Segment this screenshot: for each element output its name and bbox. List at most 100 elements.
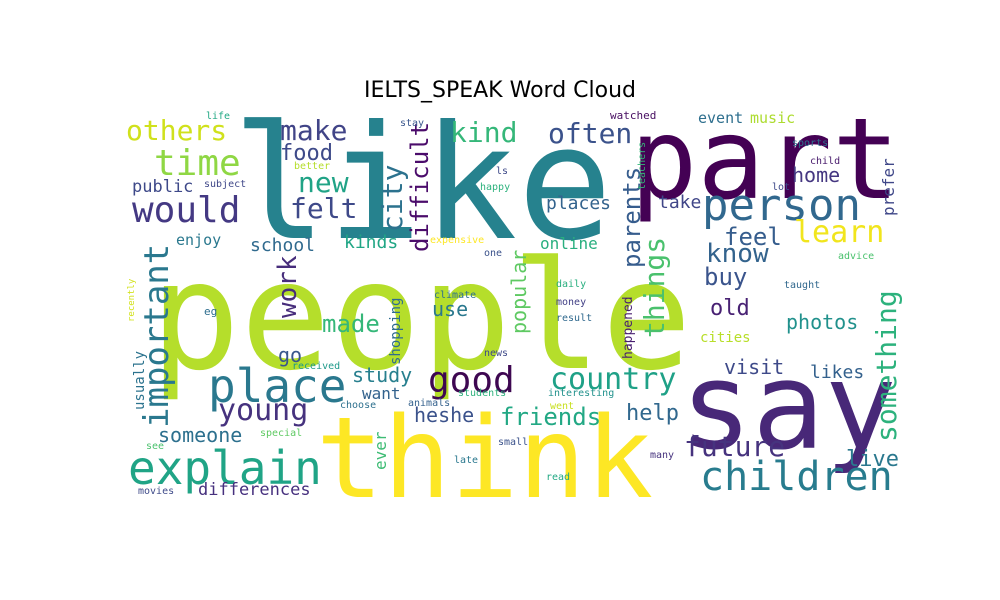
chart-title: IELTS_SPEAK Word Cloud <box>363 78 636 103</box>
word-old: old <box>710 296 750 321</box>
word-country: country <box>550 362 676 397</box>
word-late: late <box>454 455 478 466</box>
word-see: see <box>146 441 164 452</box>
word-small: small <box>498 437 528 448</box>
word-enjoy: enjoy <box>176 231 221 249</box>
word-feel: feel <box>724 223 782 251</box>
word-popular: popular <box>507 250 531 334</box>
word-taught: taught <box>784 280 820 291</box>
word-daily: daily <box>556 279 586 290</box>
word-felt: felt <box>290 192 357 225</box>
word-stay: stay <box>400 118 424 129</box>
word-place: place <box>208 359 346 413</box>
word-made: made <box>322 310 380 338</box>
word-ever: ever <box>371 431 390 470</box>
word-make: make <box>280 114 347 147</box>
word-photos: photos <box>786 310 858 334</box>
word-many: many <box>650 450 674 461</box>
word-school: school <box>250 235 315 256</box>
word-kinds: kinds <box>344 232 398 253</box>
word-happy: happy <box>480 182 510 193</box>
word-went: went <box>550 401 574 412</box>
word-interesting: interesting <box>548 388 614 399</box>
word-food: food <box>280 141 333 166</box>
word-heshe: heshe <box>414 403 474 427</box>
word-say: say <box>680 338 897 477</box>
word-parents: parents <box>618 167 646 268</box>
word-work: work <box>273 255 303 318</box>
word-online: online <box>540 234 598 253</box>
word-would: would <box>132 190 240 231</box>
word-young: young <box>218 393 308 428</box>
word-city: city <box>376 165 409 232</box>
word-life: life <box>206 111 230 122</box>
word-differences: differences <box>198 480 311 500</box>
word-teachers: teachers <box>637 142 648 190</box>
word-students: students <box>458 388 506 399</box>
word-study: study <box>352 363 412 387</box>
word-someone: someone <box>158 423 242 447</box>
word-better: better <box>294 161 330 172</box>
word-event: event <box>698 109 743 127</box>
word-eg: eg <box>204 305 217 318</box>
word-children: children <box>700 454 893 500</box>
word-home: home <box>792 163 840 187</box>
word-shopping: shopping <box>388 298 404 365</box>
word-likes: likes <box>810 362 864 383</box>
word-others: others <box>126 114 227 147</box>
word-news: news <box>484 348 508 359</box>
word-important: important <box>137 244 177 428</box>
word-subject: subject <box>204 179 246 190</box>
word-movies: movies <box>138 486 174 497</box>
word-things: things <box>638 237 671 338</box>
word-often: often <box>548 117 632 150</box>
word-sports: sports <box>792 138 828 149</box>
word-person: person <box>702 180 861 231</box>
word-buy: buy <box>704 263 747 291</box>
word-cities: cities <box>700 330 751 346</box>
word-take: take <box>658 192 701 213</box>
word-expensive: expensive <box>430 235 484 246</box>
word-something: something <box>870 290 903 442</box>
word-know: know <box>706 239 769 269</box>
word-money: money <box>556 297 586 308</box>
word-animals: animals <box>408 398 450 409</box>
word-result: result <box>556 313 592 324</box>
word-visit: visit <box>724 355 784 379</box>
word-read: read <box>546 472 570 483</box>
word-happened: happened <box>621 296 636 359</box>
word-think: think <box>316 394 653 524</box>
word-kind: kind <box>450 116 517 149</box>
word-recently: recently <box>127 278 137 322</box>
word-go: go <box>278 343 302 367</box>
word-future: future <box>684 430 785 463</box>
word-new: new <box>298 166 349 199</box>
word-watched: watched <box>610 109 656 122</box>
word-advice: advice <box>838 251 874 262</box>
word-difficult: difficult <box>406 122 434 252</box>
word-like: like <box>232 92 613 276</box>
word-people: people <box>150 230 692 404</box>
word-received: received <box>292 361 340 372</box>
word-want: want <box>362 384 401 403</box>
word-help: help <box>626 401 679 426</box>
word-places: places <box>546 193 611 214</box>
word-part: part <box>630 95 900 225</box>
word-climate: climate <box>434 290 476 301</box>
word-ls: ls <box>496 166 508 177</box>
word-choose: choose <box>340 400 376 411</box>
word-use: use <box>432 297 468 321</box>
word-special: special <box>260 428 302 439</box>
word-friends: friends <box>500 403 601 431</box>
word-good: good <box>428 360 515 401</box>
word-prefer: prefer <box>879 158 898 216</box>
word-learn: learn <box>794 215 884 250</box>
word-usually: usually <box>132 351 148 410</box>
word-public: public <box>132 177 193 197</box>
word-music: music <box>750 109 795 127</box>
word-live: live <box>846 447 899 472</box>
word-one: one <box>484 248 502 259</box>
word-child: child <box>810 156 840 167</box>
